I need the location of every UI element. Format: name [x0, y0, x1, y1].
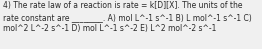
- Text: 4) The rate law of a reaction is rate = k[D][X]. The units of the
rate constant : 4) The rate law of a reaction is rate = …: [3, 1, 252, 33]
